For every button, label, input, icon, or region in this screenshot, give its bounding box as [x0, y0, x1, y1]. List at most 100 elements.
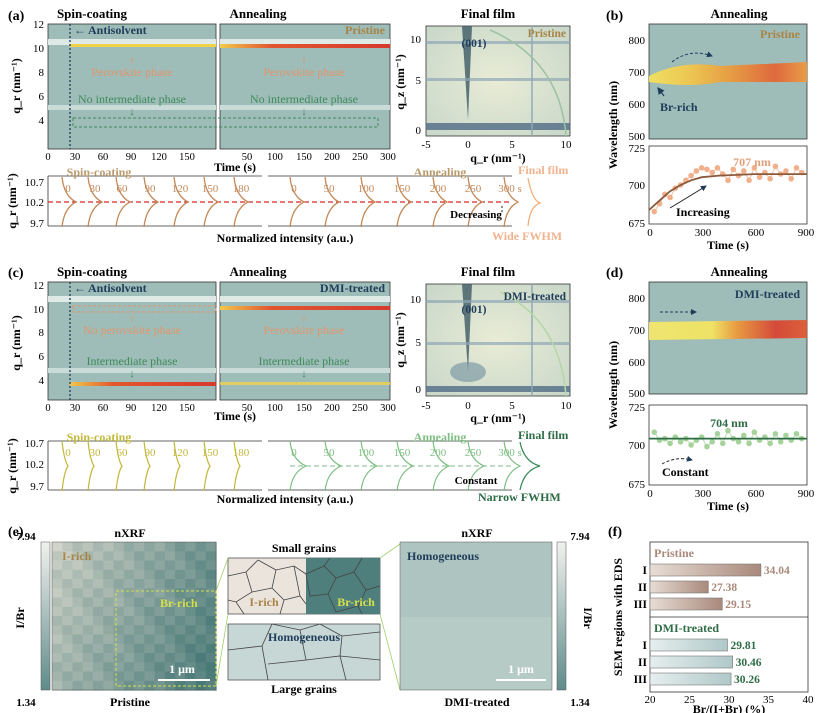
- map-pixel: [134, 616, 145, 626]
- map-pixel: [113, 551, 125, 562]
- map-pixel: [103, 560, 115, 571]
- map-pixel: [113, 569, 125, 580]
- map-pixel: [175, 542, 186, 552]
- panel-c-phase2: Intermediate phase: [87, 354, 178, 368]
- map-pixel: [164, 606, 176, 617]
- map-pixel: [52, 560, 63, 571]
- map-pixel: [62, 551, 74, 562]
- svg-text:10.2: 10.2: [25, 459, 44, 471]
- data-point: [751, 165, 758, 171]
- svg-text:5: 5: [509, 400, 515, 412]
- map-pixel: [195, 551, 207, 562]
- map-pixel: [205, 597, 217, 608]
- map-pixel: [52, 653, 63, 663]
- map-pixel: [123, 551, 135, 562]
- svg-text:800: 800: [629, 293, 646, 305]
- svg-text:150: 150: [394, 447, 411, 459]
- map-pixel: [113, 625, 125, 636]
- svg-text:120: 120: [172, 183, 189, 195]
- svg-text:120: 120: [151, 152, 167, 163]
- map-pixel: [123, 616, 135, 626]
- panel-c-profile-xlabel: Normalized intensity (a.u.): [217, 492, 354, 506]
- map-pixel: [123, 643, 135, 654]
- panel-c-yticks: 12 10 8 6 4: [33, 280, 45, 387]
- data-point: [688, 442, 694, 448]
- panel-e-cbar-min-left: 1.34: [16, 697, 36, 709]
- map-pixel: [103, 542, 115, 552]
- map-pixel: [154, 653, 166, 663]
- map-pixel: [205, 671, 217, 682]
- panel-a-phase1: Perovskite phase: [92, 65, 173, 79]
- panel-a-profile-xlabel: Normalized intensity (a.u.): [217, 231, 354, 245]
- panel-e-mid-top-l: I-rich: [249, 595, 279, 609]
- data-point: [767, 440, 773, 447]
- panel-c-profile-ylabel: q_r (nm⁻¹): [5, 438, 19, 493]
- down-arrow-icon: ↓: [301, 106, 307, 118]
- data-point: [651, 208, 658, 215]
- map-pixel: [154, 551, 166, 562]
- map-pixel: [175, 643, 186, 654]
- map-pixel: [113, 662, 125, 673]
- map-pixel: [62, 616, 74, 626]
- x-tick-label: 40: [803, 694, 815, 706]
- map-pixel: [103, 551, 115, 562]
- bar-value-label: 30.46: [736, 657, 762, 669]
- svg-text:600: 600: [629, 99, 646, 111]
- map-pixel: [144, 634, 156, 645]
- svg-text:800: 800: [629, 35, 646, 47]
- map-pixel: [62, 569, 74, 580]
- antisolvent-arrow-icon: ←: [74, 23, 86, 37]
- map-pixel: [113, 597, 125, 608]
- map-pixel: [113, 653, 125, 663]
- svg-text:300: 300: [695, 488, 712, 500]
- map-pixel: [52, 551, 63, 562]
- svg-text:900: 900: [798, 227, 815, 239]
- svg-text:725: 725: [629, 402, 646, 414]
- svg-text:180: 180: [233, 447, 250, 459]
- map-pixel: [82, 579, 94, 589]
- map-pixel: [123, 662, 135, 673]
- panel-b-tag: Pristine: [760, 27, 801, 41]
- panel-d-heatmap: [648, 281, 808, 395]
- map-pixel: [144, 560, 156, 571]
- svg-text:700: 700: [629, 67, 646, 79]
- svg-text:9.7: 9.7: [30, 481, 44, 493]
- panel-e-left-scale: 1 μm: [169, 662, 195, 676]
- svg-text:100: 100: [267, 152, 283, 163]
- bar: [649, 597, 723, 611]
- data-point: [741, 168, 747, 174]
- map-pixel: [205, 680, 217, 691]
- panel-c-final-xlabel: q_r (nm⁻¹): [470, 411, 525, 425]
- svg-text:5: 5: [416, 75, 422, 87]
- map-pixel: [52, 625, 63, 636]
- map-pixel: [154, 616, 166, 626]
- svg-text:90: 90: [126, 152, 137, 163]
- panel-b-yticks-top: 800 700 600 500: [629, 35, 646, 143]
- map-pixel: [93, 643, 104, 654]
- svg-text:500: 500: [629, 388, 646, 400]
- panel-c-spin-title: Spin-coating: [57, 264, 128, 279]
- data-point: [698, 165, 705, 171]
- map-pixel: [72, 616, 84, 626]
- svg-text:200: 200: [324, 152, 340, 163]
- map-pixel: [52, 588, 63, 599]
- map-pixel: [93, 560, 104, 571]
- panel-a-spin-heatmap: [47, 23, 217, 150]
- svg-text:100: 100: [358, 183, 375, 195]
- map-pixel: [82, 680, 94, 691]
- map-pixel: [195, 662, 207, 673]
- bar: [649, 638, 728, 652]
- panel-e-small-grains: [227, 557, 381, 615]
- map-pixel: [62, 542, 74, 552]
- group-name: DMI-treated: [654, 621, 719, 635]
- svg-text:90: 90: [145, 183, 157, 195]
- bar-category-label: I: [643, 565, 648, 577]
- map-pixel: [103, 643, 115, 654]
- svg-text:90: 90: [145, 447, 157, 459]
- panel-d-trend-arrow: [661, 455, 693, 465]
- bar: [649, 580, 709, 594]
- panel-a-profile-final-label: Final film: [518, 163, 568, 177]
- map-pixel: [205, 569, 217, 580]
- map-pixel: [52, 597, 63, 608]
- panel-b-title: Annealing: [710, 6, 768, 21]
